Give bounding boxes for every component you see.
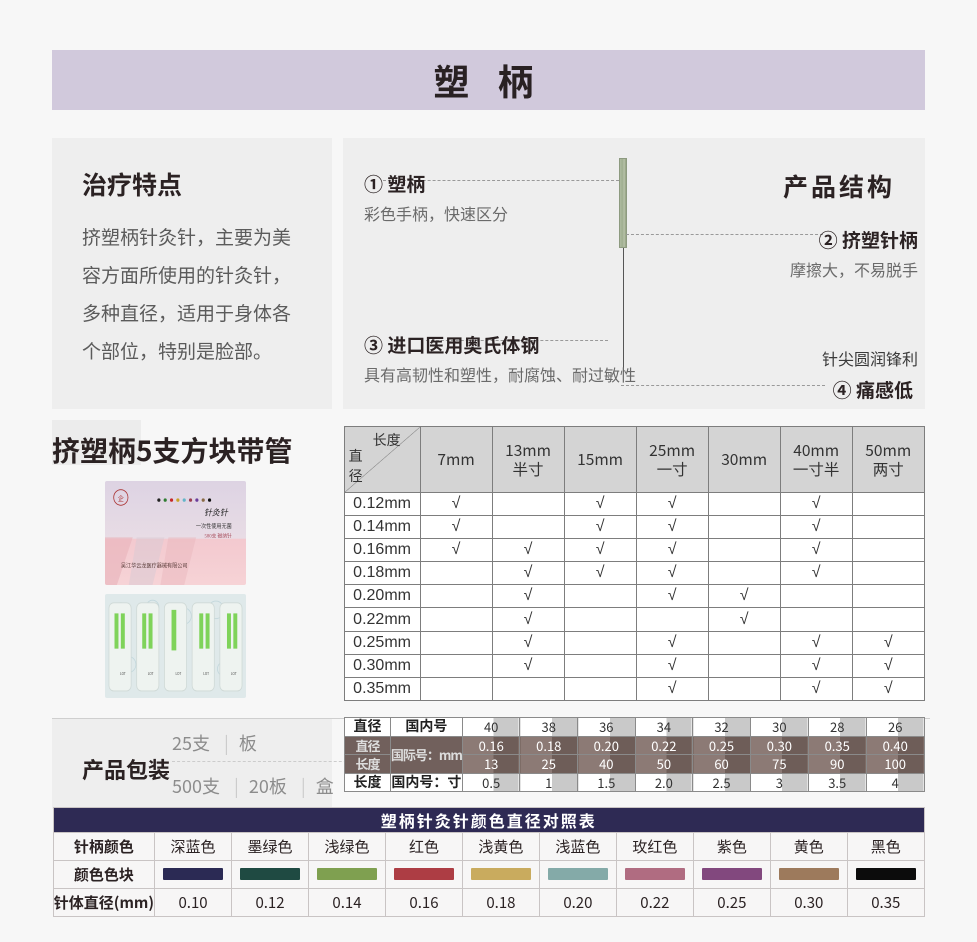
svg-text:LOT: LOT [203,671,209,676]
svg-text:LOT: LOT [147,671,153,676]
svg-text:LOT: LOT [231,671,237,676]
svg-text:企: 企 [117,493,124,502]
svg-text:针灸针: 针灸针 [204,508,228,517]
svg-text:LOT: LOT [120,671,126,676]
svg-text:一次性使用无菌: 一次性使用无菌 [195,522,231,530]
svg-text:吴江华云龙医疗器械有限公司: 吴江华云龙医疗器械有限公司 [120,561,187,569]
svg-text:LOT: LOT [175,671,181,676]
